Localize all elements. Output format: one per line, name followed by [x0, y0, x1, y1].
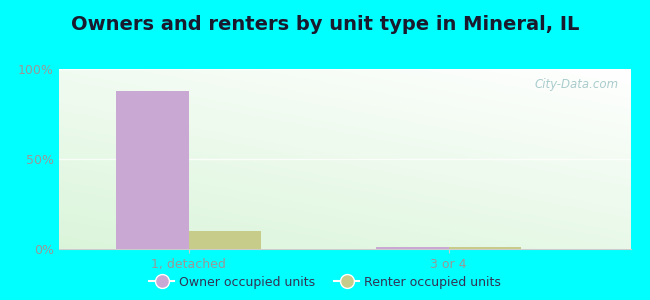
Legend: Owner occupied units, Renter occupied units: Owner occupied units, Renter occupied un… [144, 271, 506, 294]
Bar [116, 91, 188, 249]
Bar [376, 247, 448, 249]
Bar [448, 247, 521, 249]
Text: Owners and renters by unit type in Mineral, IL: Owners and renters by unit type in Miner… [71, 15, 579, 34]
Bar [188, 231, 261, 249]
Text: City-Data.com: City-Data.com [535, 78, 619, 91]
